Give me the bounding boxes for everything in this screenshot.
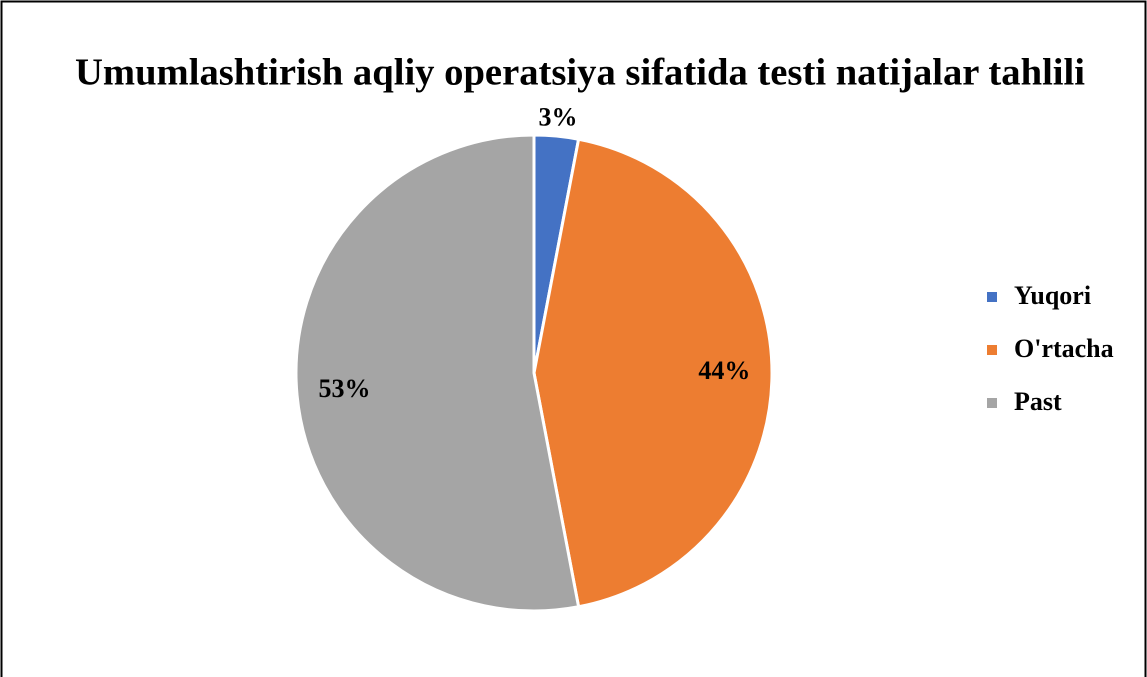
data-label: 3% — [538, 102, 577, 131]
legend-label: Past — [1014, 387, 1062, 416]
data-label: 44% — [698, 356, 750, 385]
chart-title: Umumlashtirish aqliy operatsiya sifatida… — [75, 52, 1085, 94]
pie-slice — [532, 137, 774, 609]
legend-label: Yuqori — [1014, 281, 1091, 310]
legend-swatch — [987, 398, 997, 408]
legend-swatch — [987, 345, 997, 355]
legend-swatch — [987, 292, 997, 302]
data-label: 53% — [318, 374, 370, 403]
pie-slice — [294, 133, 581, 613]
legend-label: O'rtacha — [1014, 334, 1114, 363]
